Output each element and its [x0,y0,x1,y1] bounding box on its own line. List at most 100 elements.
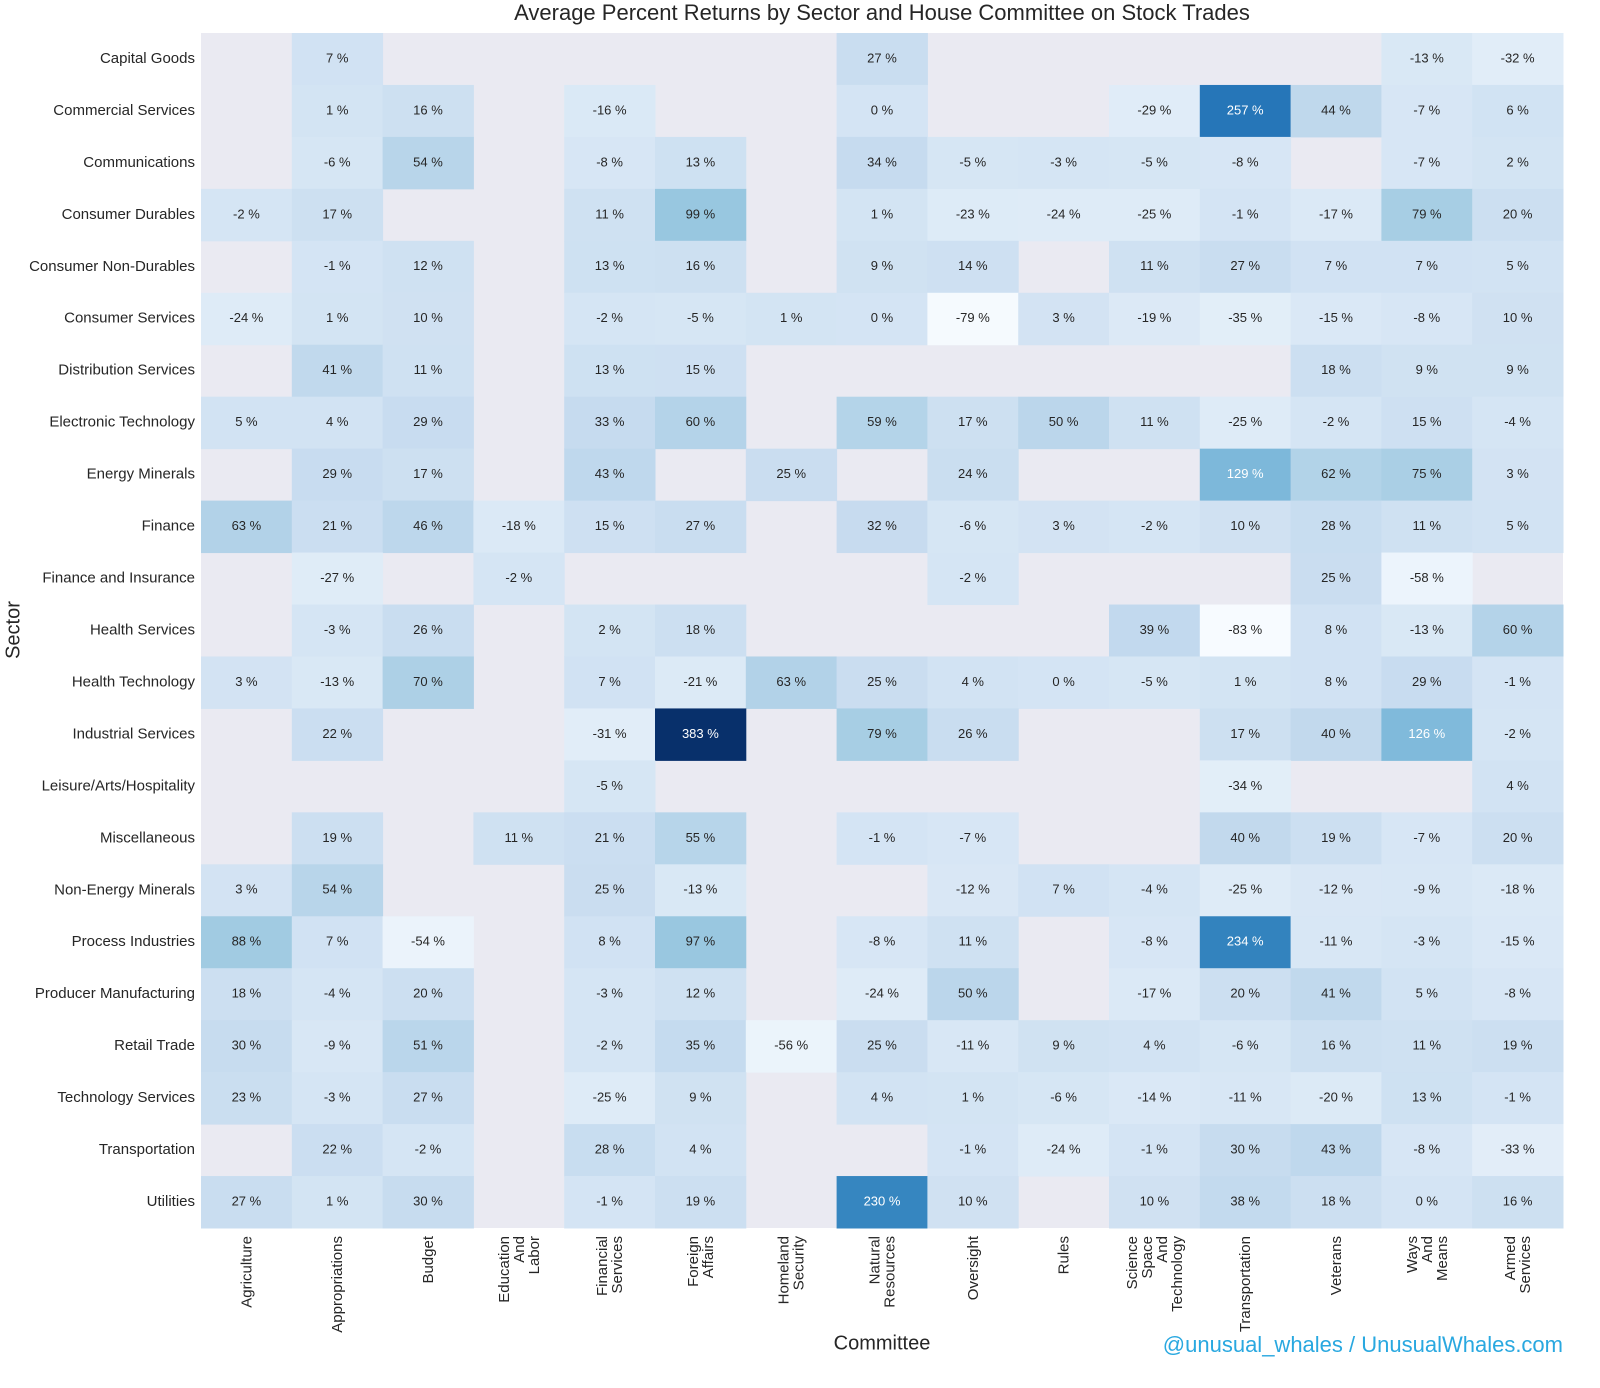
cell [473,552,565,606]
cell [1018,396,1110,450]
cell-label: -2 % [596,1038,623,1053]
cell [291,656,384,709]
cell [836,33,928,86]
cell-label: 62 % [1321,466,1351,481]
cell-label: 9 % [1506,362,1529,377]
cell [836,136,928,190]
cell [1290,448,1382,502]
cell [1199,760,1292,813]
cell-label: 9 % [1416,362,1439,377]
cell-label: 41 % [1321,986,1351,1001]
cell-label: -1 % [869,830,896,845]
cell [927,448,1019,502]
cell-label: 28 % [595,1142,625,1157]
cell [1472,33,1564,86]
x-axis-label: Committee [834,1332,931,1354]
cell [1199,1020,1292,1073]
cell-label: 17 % [1230,726,1260,741]
cell-label: 54 % [322,882,352,897]
cell-label: 7 % [326,934,349,949]
cell-label: 7 % [326,50,349,65]
cell [1290,292,1382,346]
cell-label: 20 % [1503,206,1533,221]
cell [1472,84,1564,138]
cell [382,136,474,190]
cell [1109,968,1201,1021]
cell [927,396,1019,450]
cell-label: -3 % [324,1090,351,1105]
cell-label: 19 % [322,830,352,845]
cell-label: -18 % [1501,882,1535,897]
cell [1381,916,1473,969]
cell-label: -8 % [869,934,896,949]
cell-label: -25 % [1228,414,1262,429]
cell-label: -1 % [1141,1142,1168,1157]
cell [1472,656,1564,709]
cell-label: 4 % [1143,1038,1166,1053]
cell [1018,500,1110,554]
cell [201,656,293,709]
cell [1109,1072,1201,1125]
cell-label: 19 % [1503,1038,1533,1053]
cell-label: 10 % [1503,310,1533,325]
cell [291,33,384,86]
cell [1290,604,1382,657]
y-tick-label: Capital Goods [100,50,195,67]
cell-label: -13 % [320,674,354,689]
cell-label: -33 % [1501,1142,1535,1157]
cell-label: 35 % [686,1038,716,1053]
cell-label: 8 % [1325,622,1348,637]
cell-label: 12 % [686,986,716,1001]
y-tick-label: Utilities [147,1193,195,1210]
cell-label: 234 % [1227,934,1264,949]
cell-label: -4 % [1504,414,1531,429]
cell [1109,604,1201,657]
cell-label: 13 % [595,362,625,377]
cell [1109,864,1201,917]
cell [382,916,474,969]
cell-label: 5 % [1506,258,1529,273]
chart-title: Average Percent Returns by Sector and Ho… [514,0,1250,25]
cell-label: -5 % [959,154,986,169]
y-tick-label: Distribution Services [58,362,195,379]
cell-label: 63 % [232,518,262,533]
cell-label: 32 % [867,518,897,533]
cell [655,1176,747,1229]
cell-label: -5 % [1141,674,1168,689]
cell [382,240,474,294]
cell-label: 11 % [1140,414,1169,429]
cell-label: -2 % [1504,726,1531,741]
y-tick-label: Finance [142,518,195,535]
cell [201,292,293,346]
y-tick-label: Consumer Durables [62,206,195,223]
x-tick-label: Budget [420,1235,437,1283]
y-tick-label: Consumer Non-Durables [29,258,195,275]
cell [1290,240,1382,294]
cell [1381,396,1473,450]
cell-label: -4 % [324,986,351,1001]
cell-label: 50 % [1049,414,1079,429]
cell [382,1124,474,1177]
cell-label: 55 % [686,830,716,845]
cell-label: -6 % [1232,1038,1259,1053]
cell-label: 5 % [1416,986,1439,1001]
cell [836,708,928,761]
cell [1381,136,1473,190]
cell-label: 22 % [322,726,352,741]
cell [564,708,656,761]
cell-label: 0 % [871,102,894,117]
cell [655,344,747,398]
cell-label: -2 % [233,206,260,221]
cell-label: 11 % [1412,1038,1441,1053]
cell-label: 21 % [322,518,352,533]
cell-label: -24 % [1047,206,1081,221]
cell-label: 46 % [413,518,443,533]
cell [201,1072,293,1125]
cell-label: 7 % [1325,258,1348,273]
cell-label: 11 % [1412,518,1441,533]
cell-label: 30 % [232,1038,262,1053]
cell-label: -17 % [1137,986,1171,1001]
cell [1199,1176,1292,1229]
cell-label: 20 % [1230,986,1260,1001]
cell-label: 11 % [958,934,987,949]
